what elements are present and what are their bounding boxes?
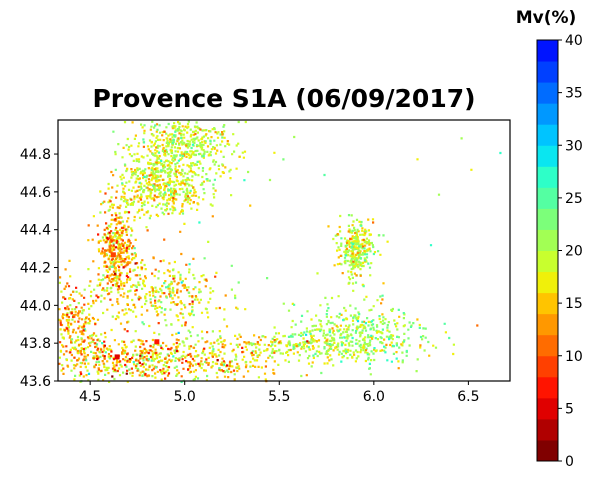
colorbar-segment [537, 187, 558, 209]
moisture-pixels [177, 331, 180, 334]
colorbar-segment [537, 397, 558, 420]
colorbar-tick-label: 30 [565, 138, 583, 154]
colorbar-segment [537, 124, 558, 146]
colorbar-segment [537, 376, 558, 399]
y-tick-label: 44.2 [20, 261, 51, 277]
x-tick-label: 4.5 [79, 389, 101, 405]
colorbar-segment [537, 250, 558, 273]
colorbar-segment [537, 40, 558, 62]
y-tick-label: 44.0 [20, 298, 51, 314]
x-tick-label: 5.5 [268, 389, 290, 405]
colorbar-tick-label: 35 [565, 86, 583, 102]
moisture-highlight [114, 354, 120, 360]
chart-title: Provence S1A (06/09/2017) [92, 84, 476, 113]
colorbar-segment [537, 82, 558, 104]
x-tick-label: 6.5 [457, 389, 479, 405]
moisture-highlight [110, 252, 116, 258]
colorbar-tick-label: 25 [565, 191, 583, 207]
colorbar-segment [537, 418, 558, 441]
x-axis: 4.5 5.0 5.5 6.0 6.5 [79, 381, 480, 405]
colorbar-segment [537, 229, 558, 251]
moisture-pixels [111, 372, 128, 378]
colorbar-segment [537, 292, 558, 315]
colorbar-tick-label: 40 [565, 33, 583, 49]
colorbar-segment [537, 439, 558, 462]
x-tick-label: 6.0 [363, 389, 385, 405]
y-tick-label: 44.8 [20, 147, 51, 163]
colorbar-segment [537, 103, 558, 125]
colorbar-tick-label: 20 [565, 244, 583, 260]
colorbar-tick-label: 5 [565, 401, 574, 417]
colorbar [536, 39, 559, 462]
x-tick-label: 5.0 [174, 389, 196, 405]
colorbar-segment [537, 271, 558, 294]
moisture-highlight [154, 339, 160, 345]
colorbar-tick-label: 0 [565, 454, 574, 470]
colorbar-segment [537, 355, 558, 378]
y-tick-label: 43.6 [20, 374, 51, 390]
y-axis: 43.6 43.8 44.0 44.2 44.4 44.6 44.8 [20, 147, 58, 390]
colorbar-segment [537, 61, 558, 83]
y-tick-label: 44.6 [20, 185, 51, 201]
y-tick-label: 44.4 [20, 223, 51, 239]
colorbar-segment [537, 145, 558, 167]
colorbar-segment [537, 208, 558, 230]
colorbar-tick-label: 10 [565, 349, 583, 365]
colorbar-title: Mv(%) [515, 8, 577, 28]
soil-moisture-map [58, 120, 502, 384]
colorbar-tick-label: 15 [565, 296, 583, 312]
plot-frame [57, 119, 511, 382]
colorbar-segment [537, 166, 558, 188]
y-tick-label: 43.8 [20, 336, 51, 352]
colorbar-axis: 0 5 10 15 20 25 30 35 40 [558, 33, 583, 470]
colorbar-segment [537, 313, 558, 336]
colorbar-segment [537, 334, 558, 357]
